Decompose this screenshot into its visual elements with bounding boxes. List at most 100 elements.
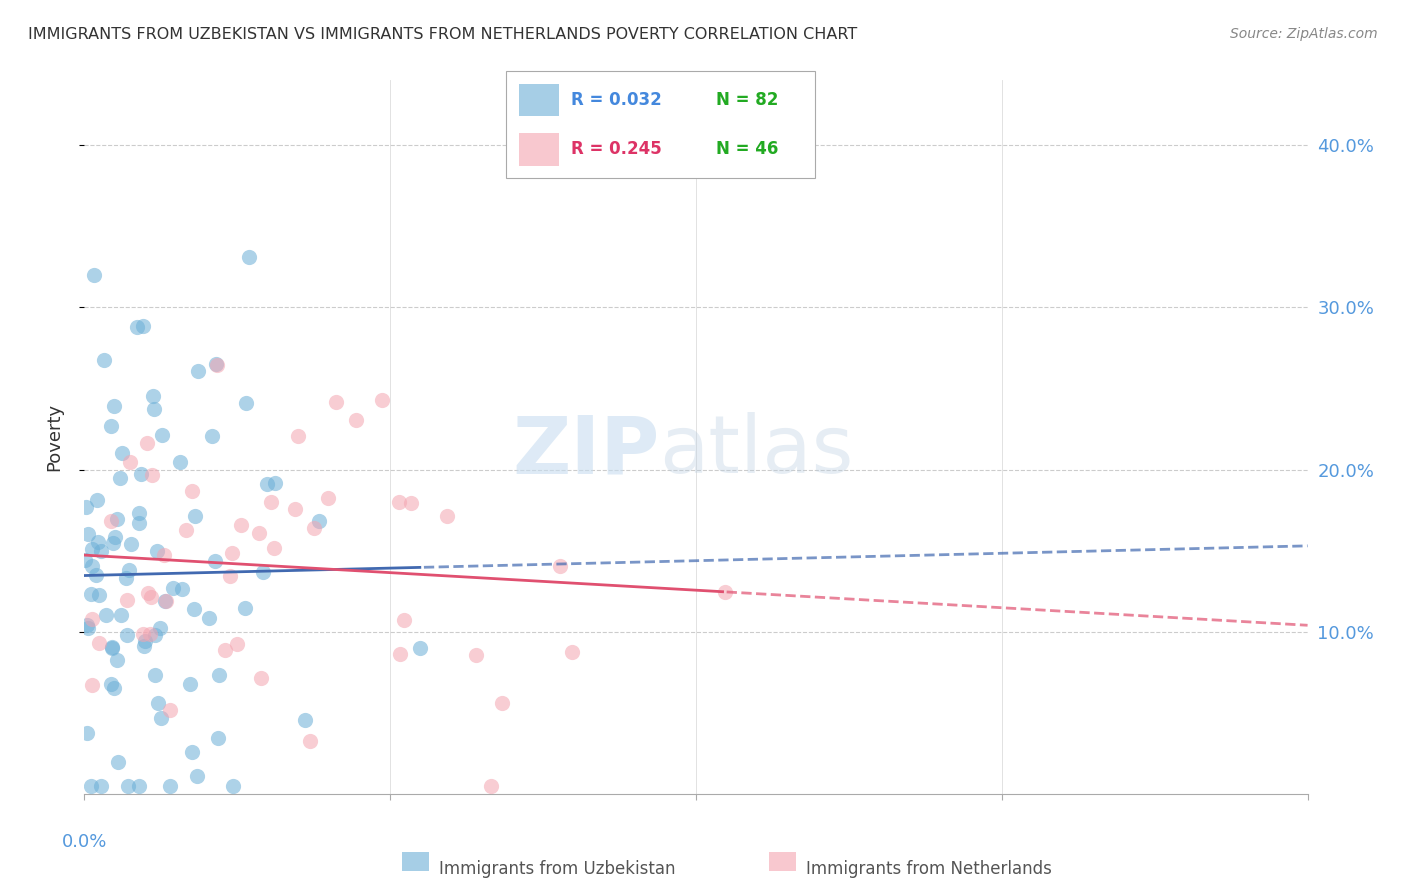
Point — [207, 731, 229, 745]
Point — [294, 713, 316, 727]
Point — [127, 319, 149, 334]
Point — [83, 268, 105, 283]
Point — [143, 628, 166, 642]
Point — [110, 608, 132, 623]
Point — [77, 621, 100, 635]
Point — [100, 514, 122, 528]
Text: R = 0.032: R = 0.032 — [571, 91, 662, 109]
Text: atlas: atlas — [659, 412, 853, 491]
Point — [89, 636, 111, 650]
Point — [284, 502, 307, 516]
Point — [136, 585, 159, 599]
Point — [491, 697, 513, 711]
Point — [159, 779, 181, 793]
Point — [218, 568, 240, 582]
Point — [247, 526, 270, 541]
Point — [82, 678, 104, 692]
Point — [221, 546, 243, 560]
Point — [86, 493, 108, 508]
Point — [107, 755, 129, 769]
Point — [103, 535, 125, 549]
Point — [82, 612, 104, 626]
Point — [169, 455, 191, 469]
Point — [235, 395, 257, 409]
Point — [252, 565, 274, 579]
Point — [103, 681, 125, 695]
Text: N = 82: N = 82 — [717, 91, 779, 109]
Point — [548, 559, 571, 574]
Point — [80, 779, 103, 793]
Point — [371, 393, 394, 408]
Point — [139, 627, 162, 641]
Point — [180, 745, 202, 759]
Point — [298, 734, 321, 748]
Point — [208, 667, 231, 681]
Point — [222, 779, 245, 793]
Point — [183, 509, 205, 524]
Point — [146, 696, 169, 710]
Point — [198, 611, 221, 625]
Point — [187, 364, 209, 378]
Point — [120, 455, 142, 469]
Point — [287, 429, 309, 443]
Text: R = 0.245: R = 0.245 — [571, 141, 662, 159]
Point — [115, 593, 138, 607]
Point — [134, 640, 156, 654]
Point — [250, 671, 273, 685]
Point — [325, 395, 347, 409]
FancyBboxPatch shape — [506, 71, 815, 178]
Point — [263, 541, 285, 555]
Point — [316, 491, 339, 505]
Point — [90, 544, 112, 558]
Point — [75, 500, 97, 515]
Bar — [402, 853, 429, 871]
Text: 0.0%: 0.0% — [62, 833, 107, 851]
Point — [186, 769, 208, 783]
Point — [114, 571, 136, 585]
Point — [205, 357, 228, 371]
Point — [465, 648, 488, 662]
Point — [142, 402, 165, 417]
Text: Source: ZipAtlas.com: Source: ZipAtlas.com — [1230, 27, 1378, 41]
Point — [73, 552, 96, 566]
Point — [104, 530, 127, 544]
Point — [264, 475, 287, 490]
Point — [159, 703, 181, 717]
Point — [87, 535, 110, 549]
Point — [128, 506, 150, 520]
Text: Immigrants from Netherlands: Immigrants from Netherlands — [806, 860, 1052, 878]
Point — [136, 436, 159, 450]
Point — [256, 477, 278, 491]
Bar — [519, 134, 558, 166]
Point — [204, 554, 226, 568]
Point — [155, 593, 177, 607]
Point — [100, 677, 122, 691]
Point — [134, 633, 156, 648]
Point — [141, 468, 163, 483]
Point — [128, 516, 150, 531]
Point — [233, 600, 256, 615]
Point — [84, 568, 107, 582]
Point — [153, 548, 176, 562]
Point — [226, 637, 249, 651]
Text: Immigrants from Uzbekistan: Immigrants from Uzbekistan — [439, 860, 676, 878]
Bar — [769, 853, 796, 871]
Point — [409, 641, 432, 656]
Point — [561, 645, 583, 659]
Text: ZIP: ZIP — [512, 412, 659, 491]
Point — [149, 621, 172, 635]
Point — [129, 467, 152, 481]
Point — [180, 484, 202, 499]
Point — [120, 537, 142, 551]
Y-axis label: Poverty: Poverty — [45, 403, 63, 471]
Point — [128, 779, 150, 793]
Point — [479, 779, 502, 793]
Point — [105, 512, 128, 526]
Point — [80, 542, 103, 557]
Point — [132, 319, 155, 334]
Point — [260, 495, 283, 509]
Point — [150, 711, 173, 725]
Point — [392, 613, 415, 627]
Point — [713, 584, 735, 599]
Point — [142, 388, 165, 402]
